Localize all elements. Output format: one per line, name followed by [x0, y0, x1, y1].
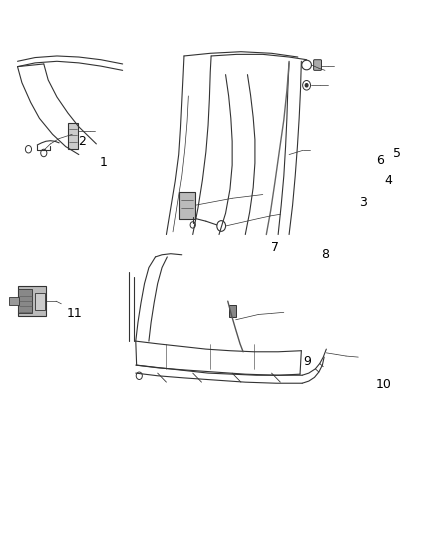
- FancyBboxPatch shape: [314, 60, 321, 70]
- Text: 11: 11: [67, 307, 82, 320]
- Bar: [179, 192, 195, 219]
- Text: 3: 3: [359, 196, 367, 209]
- Bar: [229, 305, 236, 317]
- Text: 4: 4: [385, 174, 392, 187]
- Text: 8: 8: [321, 248, 329, 261]
- Bar: [18, 286, 46, 316]
- Text: 7: 7: [271, 241, 279, 254]
- Text: 10: 10: [376, 378, 392, 391]
- Circle shape: [305, 84, 308, 87]
- Text: 2: 2: [78, 135, 86, 148]
- Bar: [35, 293, 45, 310]
- Text: 6: 6: [376, 155, 384, 167]
- Bar: [18, 289, 32, 313]
- Text: 1: 1: [100, 156, 108, 169]
- Bar: [9, 297, 19, 305]
- Bar: [68, 123, 78, 149]
- Text: 9: 9: [304, 355, 311, 368]
- Text: 5: 5: [393, 147, 401, 160]
